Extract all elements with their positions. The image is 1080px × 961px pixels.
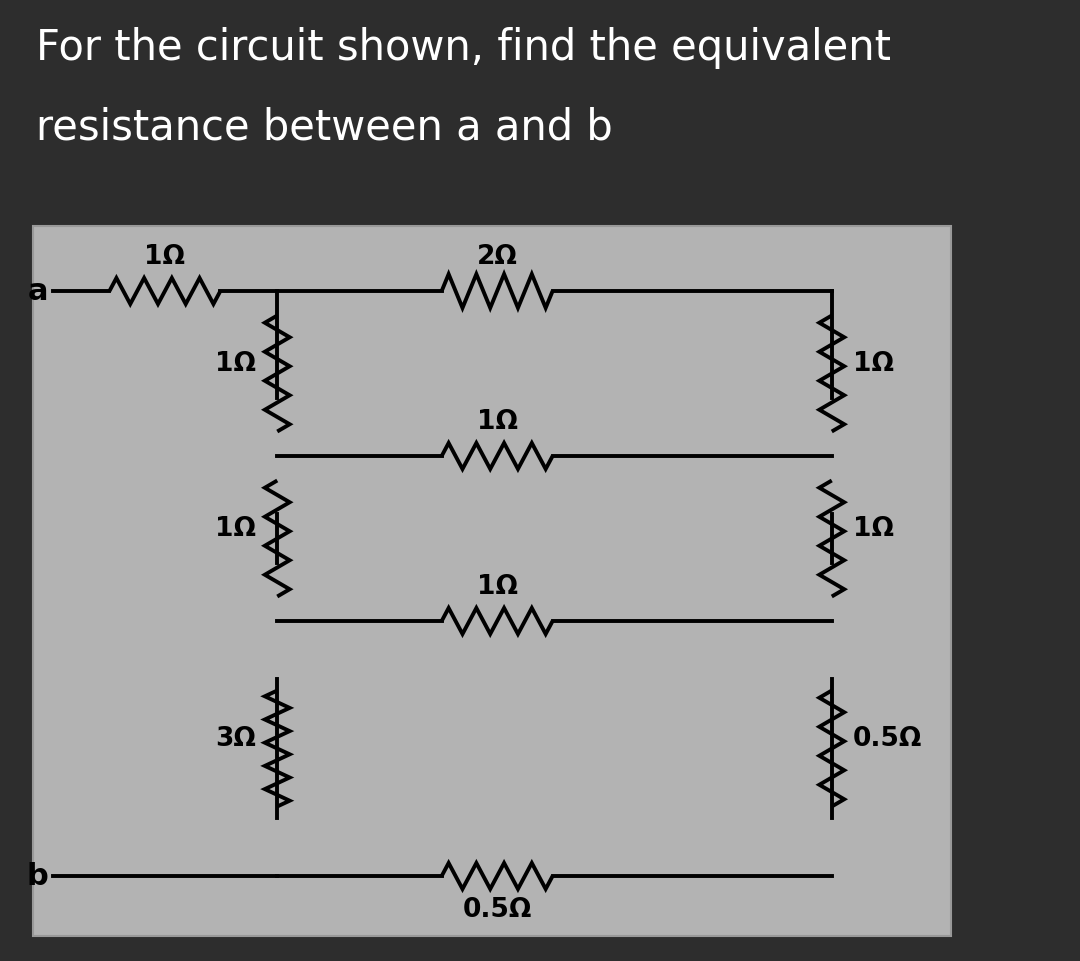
- Text: For the circuit shown, find the equivalent: For the circuit shown, find the equivale…: [37, 27, 891, 69]
- Text: 1Ω: 1Ω: [215, 516, 256, 542]
- Text: 1Ω: 1Ω: [853, 516, 894, 542]
- Text: 1Ω: 1Ω: [215, 351, 256, 377]
- Text: 0.5Ω: 0.5Ω: [853, 726, 922, 752]
- Text: 1Ω: 1Ω: [145, 244, 186, 270]
- Text: 1Ω: 1Ω: [476, 408, 517, 434]
- FancyBboxPatch shape: [33, 227, 951, 936]
- Text: 3Ω: 3Ω: [215, 726, 256, 752]
- Text: 0.5Ω: 0.5Ω: [462, 896, 531, 922]
- Text: b: b: [26, 862, 48, 891]
- Text: 2Ω: 2Ω: [476, 244, 517, 270]
- Text: a: a: [27, 277, 48, 307]
- Text: 1Ω: 1Ω: [476, 574, 517, 600]
- Text: 1Ω: 1Ω: [853, 351, 894, 377]
- Text: resistance between a and b: resistance between a and b: [37, 107, 613, 149]
